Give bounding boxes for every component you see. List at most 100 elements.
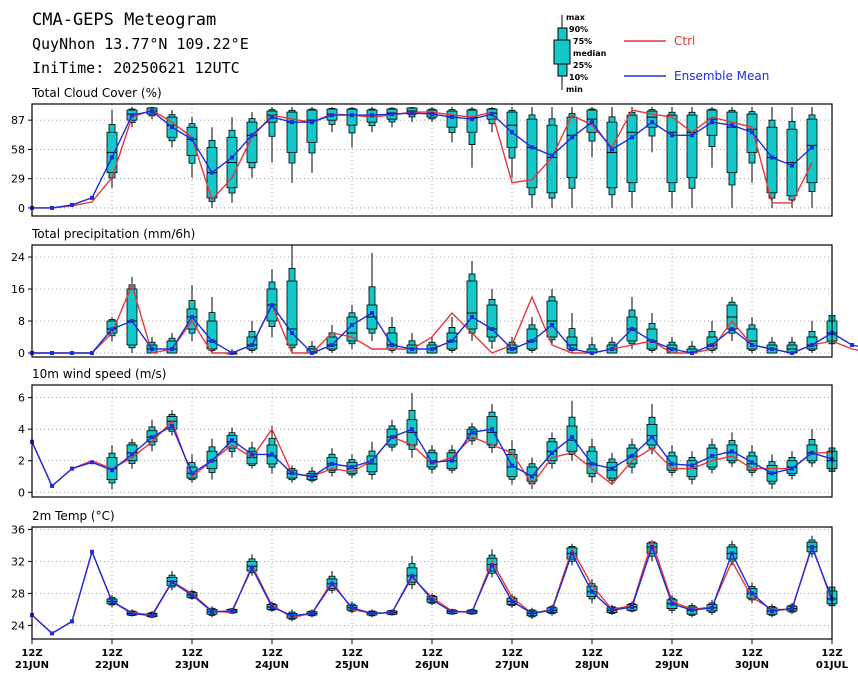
panel-4: 2m Temp (°C) 24 28 32 36 xyxy=(11,509,838,640)
box-p25-p75 xyxy=(466,280,478,330)
mean-marker xyxy=(610,608,614,613)
mean-marker xyxy=(90,351,94,355)
ensemble-box xyxy=(326,325,338,353)
panel-title: 10m wind speed (m/s) xyxy=(32,367,166,381)
mean-marker xyxy=(450,609,454,614)
x-tick-hour: 12Z xyxy=(821,648,842,659)
mean-marker xyxy=(430,112,434,117)
ensemble-mean-line xyxy=(32,110,813,209)
ensemble-box xyxy=(806,107,818,208)
mean-marker xyxy=(810,450,814,455)
mean-marker xyxy=(110,468,114,473)
mean-marker xyxy=(390,610,394,615)
ensemble-box xyxy=(726,297,738,341)
x-tick-hour: 12Z xyxy=(341,648,362,659)
mean-marker xyxy=(230,609,234,613)
x-tick-date: 01JUL xyxy=(816,660,849,671)
mean-marker xyxy=(770,155,774,160)
mean-marker xyxy=(190,471,194,476)
mean-marker xyxy=(510,463,514,468)
ensemble-box xyxy=(746,107,758,183)
ensemble-box xyxy=(326,107,338,133)
mean-marker xyxy=(210,339,214,343)
panel-2: Total precipitation (mm/6h) 0 8 16 24 xyxy=(11,227,858,360)
y-tick-label: 24 xyxy=(11,619,25,632)
ensemble-box xyxy=(586,438,598,483)
mean-marker xyxy=(730,123,734,128)
mean-marker xyxy=(330,343,334,347)
mean-marker xyxy=(370,311,374,315)
ensemble-box xyxy=(526,107,538,208)
ensemble-box xyxy=(386,107,398,128)
x-tick-hour: 12Z xyxy=(741,648,762,659)
mean-marker xyxy=(90,549,94,554)
mean-marker xyxy=(650,545,654,549)
mean-marker xyxy=(310,474,314,479)
mean-marker xyxy=(130,611,134,616)
mean-marker xyxy=(570,347,574,351)
mean-marker xyxy=(790,163,794,168)
mean-marker xyxy=(50,351,54,355)
ensemble-box xyxy=(666,107,678,208)
mean-marker xyxy=(410,347,414,351)
box-p25-p75 xyxy=(686,114,698,179)
box-p25-p75 xyxy=(486,304,498,338)
x-tick-date: 30JUN xyxy=(735,660,769,671)
ensemble-box xyxy=(806,429,818,468)
mean-marker xyxy=(470,315,474,319)
mean-marker xyxy=(710,605,714,610)
mean-marker xyxy=(710,453,714,458)
ensemble-box xyxy=(626,107,638,208)
ensemble-box xyxy=(366,253,378,341)
mean-marker xyxy=(590,120,594,125)
mean-marker xyxy=(790,351,794,355)
mean-marker xyxy=(490,112,494,117)
mean-marker xyxy=(510,347,514,351)
mean-marker xyxy=(350,465,354,470)
mean-marker xyxy=(530,611,534,616)
ensemble-box xyxy=(726,107,738,208)
ensemble-box xyxy=(506,440,518,485)
mean-marker xyxy=(610,347,614,351)
mean-marker xyxy=(730,551,734,556)
mean-marker xyxy=(330,461,334,466)
mean-marker xyxy=(190,315,194,319)
x-tick-date: 21JUN xyxy=(15,660,49,671)
mean-marker xyxy=(510,130,514,135)
ensemble-box xyxy=(546,289,558,345)
mean-marker xyxy=(110,599,114,604)
x-tick-hour: 12Z xyxy=(101,648,122,659)
mean-marker xyxy=(550,450,554,455)
mean-marker xyxy=(330,113,334,118)
y-tick-label: 4 xyxy=(18,423,25,436)
panel-frame xyxy=(31,103,833,217)
mean-marker xyxy=(670,461,674,466)
mean-marker xyxy=(590,461,594,466)
y-tick-label: 32 xyxy=(11,555,25,568)
mean-marker xyxy=(270,452,274,457)
mean-marker xyxy=(170,347,174,351)
mean-marker xyxy=(710,343,714,347)
ensemble-box xyxy=(206,297,218,353)
mean-marker xyxy=(270,605,274,609)
mean-marker xyxy=(510,599,514,604)
box-p25-p75 xyxy=(186,126,198,156)
mean-marker xyxy=(50,205,54,210)
box-p25-p75 xyxy=(346,316,358,342)
mean-marker xyxy=(730,449,734,454)
ensemble-box xyxy=(586,337,598,354)
y-tick-label: 58 xyxy=(11,143,25,156)
mean-marker xyxy=(630,605,634,609)
mean-marker xyxy=(190,593,194,597)
mean-marker xyxy=(390,112,394,117)
mean-marker xyxy=(710,120,714,125)
x-tick-hour: 12Z xyxy=(661,648,682,659)
panel-frame xyxy=(31,384,833,498)
legend: max 90% 75% median 25% 10% min Ctrl Ense… xyxy=(553,13,769,94)
panel-frame xyxy=(31,244,833,358)
mean-marker xyxy=(430,460,434,465)
ensemble-box xyxy=(446,107,458,143)
mean-marker xyxy=(530,474,534,479)
mean-marker xyxy=(290,120,294,125)
box-p25-p75 xyxy=(566,116,578,179)
